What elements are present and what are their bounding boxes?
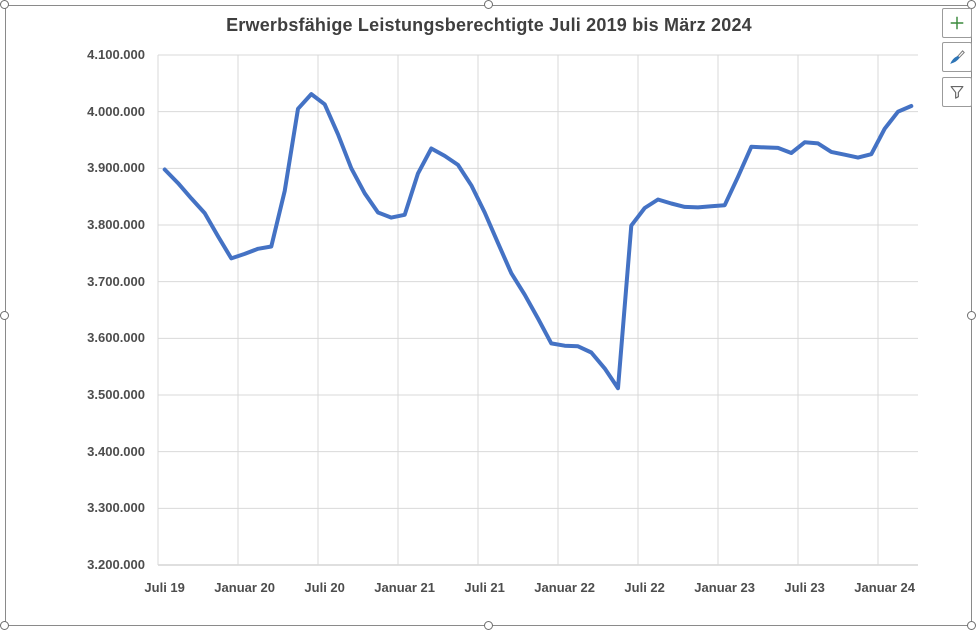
y-tick-label: 3.300.000 [87, 500, 145, 516]
y-tick-label: 3.700.000 [87, 273, 145, 289]
y-tick-label: 3.800.000 [87, 217, 145, 232]
selection-handle-top-center[interactable] [484, 0, 493, 9]
x-tick-label: Januar 20 [214, 580, 275, 595]
x-tick-label: Januar 22 [534, 580, 595, 595]
funnel-icon [948, 83, 966, 101]
selection-handle-bottom-left[interactable] [0, 621, 9, 630]
y-tick-label: 3.500.000 [87, 387, 145, 402]
x-tick-label: Januar 24 [854, 580, 915, 595]
x-tick-label: Juli 20 [304, 580, 345, 595]
chart-styles-button[interactable] [942, 42, 972, 72]
chart-elements-button[interactable] [942, 8, 972, 38]
x-tick-label: Juli 19 [144, 580, 185, 595]
brush-icon [948, 48, 966, 66]
y-tick-label: 3.900.000 [87, 160, 145, 176]
series-line[interactable] [162, 92, 914, 391]
x-tick-label: Januar 21 [374, 580, 435, 595]
selection-handle-bottom-right[interactable] [967, 621, 976, 630]
x-tick-label: Juli 23 [784, 580, 825, 595]
y-tick-label: 3.200.000 [87, 557, 145, 572]
x-tick-label: Juli 22 [624, 580, 665, 595]
plus-icon [948, 14, 966, 32]
selection-handle-middle-left[interactable] [0, 311, 9, 320]
selection-handle-bottom-center[interactable] [484, 621, 493, 630]
y-tick-label: 4.100.000 [87, 47, 145, 62]
y-tick-label: 3.400.000 [87, 443, 145, 459]
y-tick-label: 4.000.000 [87, 103, 145, 119]
x-tick-label: Juli 21 [464, 580, 505, 595]
chart-area[interactable] [5, 5, 972, 626]
selection-handle-middle-right[interactable] [967, 311, 976, 320]
selection-handle-top-left[interactable] [0, 0, 9, 9]
chart-title[interactable]: Erwerbsfähige Leistungsberechtigte Juli … [226, 15, 752, 35]
chart-filters-button[interactable] [942, 77, 972, 107]
x-tick-label: Januar 23 [694, 580, 755, 595]
y-tick-label: 3.600.000 [87, 330, 145, 346]
gridlines [157, 54, 918, 566]
